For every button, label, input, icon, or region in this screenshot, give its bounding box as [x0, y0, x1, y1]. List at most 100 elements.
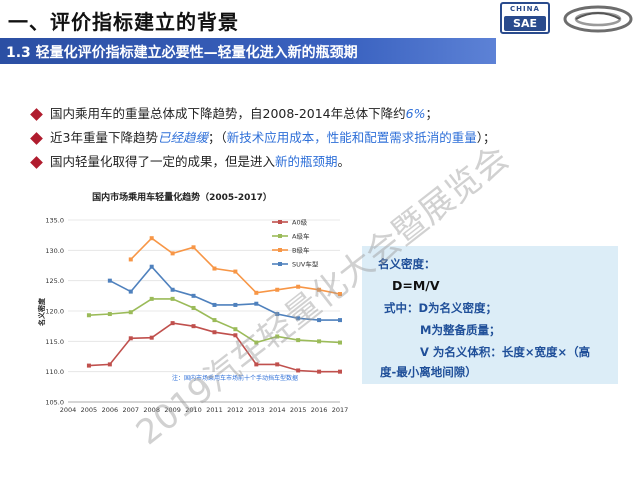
data-point [275, 287, 280, 292]
data-point [233, 269, 238, 274]
section-subtitle: 1.3 轻量化评价指标建立必要性—轻量化进入新的瓶颈期 [6, 45, 358, 61]
page-title: 一、评价指标建立的背景 [8, 10, 239, 34]
x-tick-label: 2015 [290, 406, 307, 414]
data-point [128, 257, 133, 262]
y-tick-label: 105.0 [45, 399, 64, 407]
chart-title: 国内市场乘用车轻量化趋势（2005-2017） [92, 191, 272, 203]
title-bar: 一、评价指标建立的背景 [0, 0, 640, 36]
data-point [296, 338, 301, 343]
data-point [296, 316, 301, 321]
logo-sae-text: SAE [504, 16, 546, 31]
bullet-item: 近3年重量下降趋势已经趋缓；（新技术应用成本，性能和配置需求抵消的重量）； [30, 128, 632, 152]
data-point [170, 251, 175, 256]
data-point [296, 284, 301, 289]
data-point [254, 290, 259, 295]
y-tick-label: 125.0 [45, 277, 64, 285]
x-tick-label: 2005 [81, 406, 98, 414]
data-point [149, 264, 154, 269]
bullet-text: 近3年重量下降趋势已经趋缓；（新技术应用成本，性能和配置需求抵消的重量）； [50, 130, 496, 145]
data-point [254, 301, 259, 306]
legend-label: B级车 [292, 246, 310, 255]
bullet-item: 国内轻量化取得了一定的成果，但是进入新的瓶颈期。 [30, 152, 632, 176]
car-brand-logo [563, 5, 633, 33]
data-point [233, 333, 238, 338]
legend-marker [278, 262, 282, 266]
legend-marker [278, 234, 282, 238]
density-definition-box: 名义密度： D=M/V 式中：D为名义密度； M为整备质量； V 为名义体积：长… [362, 246, 618, 384]
x-tick-label: 2008 [143, 406, 160, 414]
diamond-bullet-icon [30, 132, 43, 145]
bullet-text: 国内轻量化取得了一定的成果，但是进入新的瓶颈期。 [50, 154, 351, 169]
data-point [170, 296, 175, 301]
y-tick-label: 120.0 [45, 308, 64, 316]
data-point [338, 292, 342, 297]
data-point [275, 334, 280, 339]
bullet-text: 国内乘用车的重量总体成下降趋势，自2008-2014年总体下降约6%； [50, 106, 438, 121]
x-tick-label: 2006 [102, 406, 119, 414]
data-point [317, 339, 322, 344]
data-point [170, 287, 175, 292]
data-point [317, 287, 322, 292]
y-tick-label: 130.0 [45, 247, 64, 255]
diamond-bullet-icon [30, 156, 43, 169]
density-formula: D=M/V [392, 278, 440, 293]
series-layer [86, 236, 342, 374]
data-point [233, 327, 238, 332]
data-point [107, 312, 112, 317]
x-tick-label: 2014 [269, 406, 286, 414]
data-point [254, 362, 259, 367]
data-point [212, 266, 217, 271]
data-point [86, 363, 91, 368]
x-tick-label: 2013 [248, 406, 265, 414]
chart-note: 注：国内市场乘用车市场前十个手动挡车型数据 [172, 374, 298, 382]
y-tick-label: 115.0 [45, 338, 64, 346]
diamond-bullet-icon [30, 108, 43, 121]
data-point [149, 236, 154, 241]
data-point [191, 245, 196, 250]
density-def-line-1: 式中：D为名义密度； [384, 301, 498, 315]
data-point [128, 289, 133, 294]
data-point [233, 302, 238, 307]
data-point [275, 362, 280, 367]
data-point [107, 362, 112, 367]
line-chart: 国内市场乘用车轻量化趋势（2005-2017） 105.0110.0115.01… [32, 182, 350, 418]
data-point [317, 318, 322, 323]
data-point [149, 296, 154, 301]
bullet-item: 国内乘用车的重量总体成下降趋势，自2008-2014年总体下降约6%； [30, 104, 632, 128]
china-sae-logo: CHINA SAE [500, 2, 550, 34]
data-point [212, 330, 217, 335]
data-point [170, 321, 175, 326]
x-tick-label: 2011 [206, 406, 223, 414]
data-point [128, 336, 133, 341]
axis-layer: 105.0 110.0 115.0 120.0 125.0 130.0 135.0 2004 2… [45, 217, 348, 415]
legend-label: SUV车型 [292, 260, 319, 269]
x-tick-label: 2009 [164, 406, 181, 414]
y-axis-label: 名义密度 [37, 297, 46, 326]
data-point [296, 368, 301, 373]
data-point [128, 310, 133, 315]
data-point [212, 302, 217, 307]
data-point [254, 340, 259, 345]
y-tick-label: 110.0 [45, 368, 64, 376]
data-point [338, 340, 342, 345]
x-tick-label: 2004 [60, 406, 77, 414]
x-tick-label: 2007 [122, 406, 139, 414]
data-point [107, 278, 112, 283]
legend-label: A0级 [292, 218, 308, 227]
chart-background [32, 182, 350, 418]
series-line [109, 265, 340, 321]
y-tick-label: 135.0 [45, 217, 64, 225]
legend-marker [278, 248, 282, 252]
density-def-line-4: 度-最小离地间隙） [380, 365, 477, 379]
bullet-list: 国内乘用车的重量总体成下降趋势，自2008-2014年总体下降约6%； 近3年重… [30, 104, 632, 176]
x-tick-label: 2012 [227, 406, 244, 414]
x-tick-label: 2010 [185, 406, 202, 414]
legend-label: A级车 [292, 232, 310, 241]
x-tick-label: 2017 [332, 406, 349, 414]
data-point [275, 312, 280, 317]
data-point [338, 318, 342, 323]
legend-marker [278, 220, 282, 224]
data-point [191, 324, 196, 329]
density-heading: 名义密度： [378, 257, 436, 271]
chart-panel: 国内市场乘用车轻量化趋势（2005-2017） 105.0 110.0 115.0 1… [32, 182, 350, 418]
